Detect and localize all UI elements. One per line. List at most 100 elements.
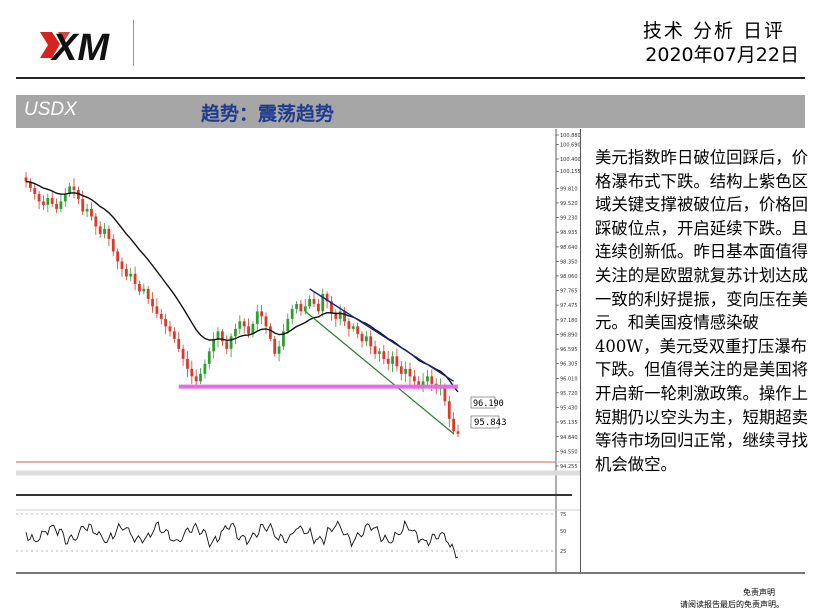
candle-body [42,201,45,205]
candle-body [382,351,386,359]
svg-text:96.190: 96.190 [473,399,504,409]
price-tick-label: 96.010 [560,376,578,382]
candle-body [50,197,54,204]
candle-body [159,313,163,319]
candle-body [395,356,399,367]
candle-body [194,376,198,382]
candle-body [142,288,146,292]
candle-body [247,326,250,334]
candle-body [404,368,408,374]
candle-body [334,313,338,319]
candle-body [155,306,159,314]
candle-body [72,186,76,190]
candle-body [103,228,106,234]
price-tick-label: 95.135 [560,420,578,426]
candle-body [330,301,333,314]
price-tick-label: 98.640 [560,245,578,251]
candle-body [151,298,154,307]
candle-body [63,193,67,202]
candle-body [146,288,150,299]
candle-body [273,338,277,354]
oscillator-line [25,519,459,559]
candle-body [417,381,421,387]
price-tick-label: 99.520 [560,201,578,207]
svg-text:95.843: 95.843 [474,418,507,428]
candle-body [177,338,181,349]
header-rule [16,77,805,79]
candle-body [90,208,93,217]
candle-body [168,326,172,332]
candle-body [421,381,425,387]
candle-body [369,336,373,347]
price-tick-label: 96.305 [560,362,578,368]
candle-body [68,186,72,194]
candle-body [312,298,316,304]
candle-body [181,348,185,359]
candle-body [28,181,32,188]
candle-body [303,306,307,312]
price-tick-label: 98.350 [560,259,578,265]
candle-body [456,431,460,434]
candle-body [391,356,394,364]
candle-body [220,331,224,342]
logo-divider [133,20,134,66]
candle-body [199,373,202,382]
logo-text: XM [50,27,110,68]
trend-label: 趋势：震荡趋势 [201,103,335,125]
price-tick-label: 100.690 [560,142,580,148]
candle-body [430,376,434,384]
price-tick-label: 97.475 [560,303,578,309]
candle-body [268,326,272,339]
candle-body [251,323,255,334]
candle-body [338,311,342,319]
price-tick-label: 98.935 [560,230,578,236]
candle-body [412,376,416,382]
candle-body [98,226,102,234]
candle-body [94,216,98,227]
price-tick-label: 95.720 [560,391,578,397]
candle-body [360,333,364,342]
channel-upper-line [309,288,455,382]
candle-body [373,346,377,354]
candle-body [264,316,268,327]
candle-body [55,203,58,209]
price-tick-label: 99.810 [560,186,578,192]
symbol-label: USDX [24,99,77,120]
candle-body [190,368,194,377]
candle-body [386,358,390,364]
candle-body [138,283,141,292]
report-date: 2020年07月22日 [645,44,799,66]
price-tick-label: 94.840 [560,435,578,441]
price-tick-label: 99.230 [560,215,578,221]
candle-body [299,303,303,312]
candle-body [316,303,320,312]
price-tick-label: 95.430 [560,405,578,411]
candle-body [426,376,429,382]
price-tick-label: 94.255 [560,464,578,470]
candle-body [164,318,168,327]
candle-body [24,177,28,182]
candle-body [282,331,285,347]
candle-body [229,336,233,349]
xm-logo: XM [38,22,138,69]
candle-body [85,208,89,212]
oscillator-tick-label: 25 [560,549,566,555]
candle-body [364,336,368,342]
price-tick-label: 96.890 [560,332,578,338]
candle-body [295,303,298,309]
candle-body [207,351,211,364]
candle-body [399,366,403,374]
candle-body [76,189,80,199]
candle-body [452,418,456,432]
level-label-96190: 96.190 [470,396,504,409]
candle-body [447,401,451,419]
candle-body [234,328,237,337]
candle-body [133,273,137,284]
disclaimer-note: 请阅读报告最后的免责声明。 [680,600,784,609]
chart-svg: 100.880 100.690 100.400 100.155 99.810 99.520… [16,129,581,572]
oscillator-tick-label: 75 [560,512,566,518]
oscillator-tick-label: 50 [560,529,566,535]
footer-rule [16,572,805,574]
candle-body [116,251,120,262]
candle-body [33,187,37,194]
